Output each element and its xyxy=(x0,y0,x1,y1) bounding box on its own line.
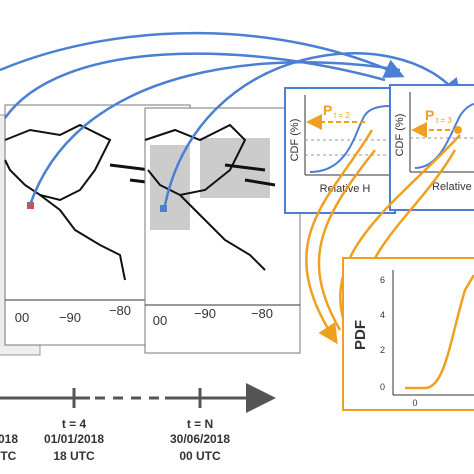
axis-label: CDF (%) xyxy=(394,114,406,157)
pdf-panel xyxy=(342,257,474,411)
time: 18 UTC xyxy=(53,449,95,463)
tick-label: 6 xyxy=(380,275,385,285)
axis-label: PDF xyxy=(352,320,369,350)
date: 01/01/2018 xyxy=(44,432,104,446)
p-sub: t = 3 xyxy=(436,116,452,125)
cdf-panel xyxy=(284,87,396,214)
orange-arrows xyxy=(305,129,461,345)
time: 00 UTC xyxy=(179,449,221,463)
blue-arrows xyxy=(0,31,462,206)
p-sub: t = 2 xyxy=(334,111,350,120)
tick-label: −80 xyxy=(251,306,273,321)
tick-label: 00 xyxy=(15,310,29,325)
tick-label: 0 xyxy=(412,398,417,408)
p-label: P xyxy=(323,102,332,118)
date: 30/06/2018 xyxy=(170,432,230,446)
step: t = 4 xyxy=(62,417,87,431)
axis-label: CDF (%) xyxy=(289,119,301,162)
tick-label: −90 xyxy=(194,306,216,321)
tick-label: −90 xyxy=(59,310,81,325)
tick-label: 2 xyxy=(380,345,385,355)
time: UTC xyxy=(0,449,17,463)
axis-label: Relative xyxy=(432,181,472,193)
map-frame xyxy=(144,107,301,354)
tick-label: 0 xyxy=(380,382,385,392)
date: 018 xyxy=(0,432,18,446)
p-label: P xyxy=(425,107,434,123)
tick-label: 00 xyxy=(153,313,167,328)
step: t = N xyxy=(187,417,213,431)
timeline xyxy=(0,383,276,413)
tick-label: 4 xyxy=(380,310,385,320)
tick-label: −80 xyxy=(109,303,131,318)
